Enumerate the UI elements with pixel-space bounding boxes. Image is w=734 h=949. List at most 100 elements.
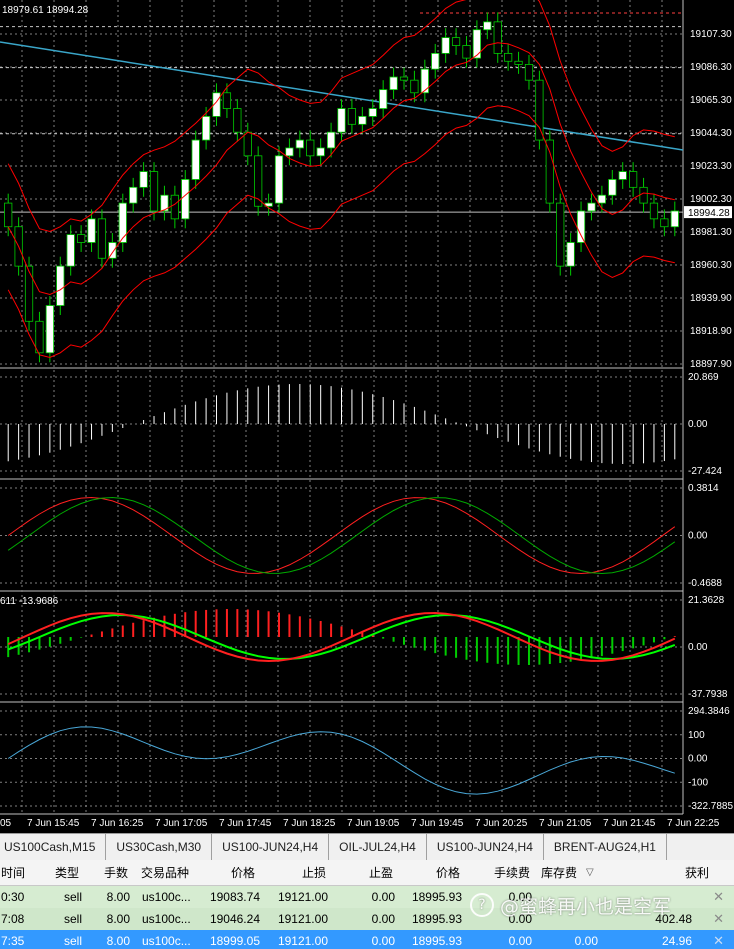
col-symbol[interactable]: 交易品种	[141, 866, 190, 880]
candle-body	[524, 64, 534, 81]
time-tick-label: 7 Jun 20:25	[475, 818, 528, 829]
candle-body	[431, 52, 440, 70]
row-time: 0:30	[1, 890, 25, 904]
table-row[interactable]: 0:30 sell 8.00 us100c... 19083.74 19121.…	[0, 886, 734, 908]
osc2-signal-line	[7, 496, 676, 575]
price-tick-label: 19065.30	[690, 95, 732, 106]
col-time[interactable]: 时间	[1, 866, 26, 880]
candle-body	[337, 108, 346, 133]
table-row-selected[interactable]: 7:35 sell 8.00 us100c... 18999.05 19121.…	[0, 930, 734, 949]
row-price2: 18995.93	[411, 890, 462, 904]
osc1-tick-label: 0.00	[688, 419, 708, 430]
ohlc-readout: 18979.61 18994.28	[2, 5, 89, 16]
candle-body	[243, 131, 252, 157]
row-profit: 24.96	[661, 934, 692, 948]
table-row[interactable]: 7:08 sell 8.00 us100c... 19046.24 19121.…	[0, 908, 734, 930]
candle-body	[24, 265, 34, 322]
col-price2[interactable]: 价格	[436, 866, 461, 880]
price-chart[interactable]: 19107.30 19086.30 19065.30 19044.30 19023.30…	[0, 0, 734, 833]
osc4-tick-label: 294.3846	[688, 706, 730, 717]
col-profit[interactable]: 获利	[685, 866, 710, 880]
time-tick-label: 7 Jun 19:45	[411, 818, 464, 829]
row-price2: 18995.93	[411, 934, 462, 948]
macd-readout: 611 -13.9686	[0, 596, 59, 607]
chart-tab-bar: US100Cash,M15 US30Cash,M30 US100-JUN24,H…	[0, 833, 734, 860]
bollinger-middle	[7, 42, 675, 296]
col-lots[interactable]: 手数	[104, 866, 129, 880]
close-position-icon[interactable]: ✕	[713, 911, 724, 926]
price-tick-label: 19023.30	[690, 161, 732, 172]
row-swap: 0.00	[574, 934, 598, 948]
candle-body	[118, 202, 127, 243]
candle-body	[56, 265, 65, 306]
tab-us100-jun24-h4-2[interactable]: US100-JUN24,H4	[427, 834, 544, 860]
price-tick-label: 19002.30	[690, 194, 732, 205]
row-commission: 0.00	[508, 890, 532, 904]
candle-body	[295, 139, 304, 149]
bollinger-upper	[7, 0, 675, 233]
time-tick-label: 05	[0, 818, 12, 829]
price-tick-label: 19044.30	[690, 128, 732, 139]
col-price[interactable]: 价格	[231, 866, 256, 880]
candle-body	[170, 194, 179, 220]
current-price-label: 18994.28	[688, 208, 730, 219]
price-tick-label: 18897.90	[690, 359, 732, 370]
tab-us100cash-m15[interactable]: US100Cash,M15	[0, 834, 107, 860]
row-profit	[650, 886, 692, 908]
time-tick-label: 7 Jun 17:45	[219, 818, 272, 829]
col-swap[interactable]: 库存费	[541, 866, 578, 880]
candle-body	[670, 210, 679, 228]
candle-body	[399, 76, 409, 81]
osc2-tick-label: 0.3814	[688, 483, 719, 494]
time-tick-label: 7 Jun 18:25	[283, 818, 336, 829]
candle-body	[660, 218, 669, 228]
candle-body	[587, 202, 596, 212]
candle-body	[358, 116, 367, 125]
col-tp[interactable]: 止盈	[369, 866, 394, 880]
candle-body	[389, 76, 398, 91]
candle-body	[608, 179, 617, 196]
time-tick-label: 7 Jun 21:45	[603, 818, 656, 829]
time-tick-label: 7 Jun 17:05	[155, 818, 208, 829]
price-tick-label: 19107.30	[690, 29, 732, 40]
col-commission[interactable]: 手续费	[494, 866, 531, 880]
row-type: sell	[63, 912, 82, 926]
candle-body	[556, 202, 565, 267]
tab-us30cash-m30[interactable]: US30Cash,M30	[106, 834, 213, 860]
row-symbol: us100c...	[142, 912, 191, 926]
candle-body	[254, 155, 263, 207]
col-sl[interactable]: 止损	[302, 866, 327, 880]
row-tp: 0.00	[371, 890, 395, 904]
osc3-tick-label: 0.00	[688, 642, 708, 653]
price-tick-label: 18939.90	[690, 293, 732, 304]
osc3-tick-label: -37.7938	[688, 689, 728, 700]
candle-body	[451, 37, 461, 46]
candle-body	[462, 45, 471, 59]
row-commission: 0.00	[508, 912, 532, 926]
row-price: 18999.05	[209, 934, 260, 948]
candle-body	[306, 139, 315, 157]
candle-body	[483, 21, 492, 31]
close-position-icon[interactable]: ✕	[713, 889, 724, 904]
candle-body	[97, 218, 107, 259]
close-position-icon[interactable]: ✕	[713, 933, 724, 948]
row-tp: 0.00	[371, 912, 395, 926]
trendline	[0, 41, 684, 151]
osc2-tick-label: 0.00	[688, 531, 708, 542]
candle-body	[504, 52, 513, 62]
price-tick-label: 19086.30	[690, 62, 732, 73]
tab-us100-jun24-h4[interactable]: US100-JUN24,H4	[212, 834, 330, 860]
chart-area[interactable]: 19107.30 19086.30 19065.30 19044.30 19023.30…	[0, 0, 734, 833]
candle-body	[420, 68, 429, 94]
candle-body	[597, 194, 606, 204]
row-sl: 19121.00	[277, 890, 328, 904]
row-lots: 8.00	[106, 912, 130, 926]
tab-brent-aug24-h1[interactable]: BRENT-AUG24,H1	[544, 834, 667, 860]
bollinger-lower	[7, 105, 675, 359]
col-type[interactable]: 类型	[55, 866, 80, 880]
tab-oil-jul24-h4[interactable]: OIL-JUL24,H4	[329, 834, 427, 860]
candle-body	[77, 234, 86, 243]
candle-body	[566, 242, 575, 267]
osc3-tick-label: 21.3628	[688, 595, 725, 606]
candle-body	[441, 37, 450, 54]
